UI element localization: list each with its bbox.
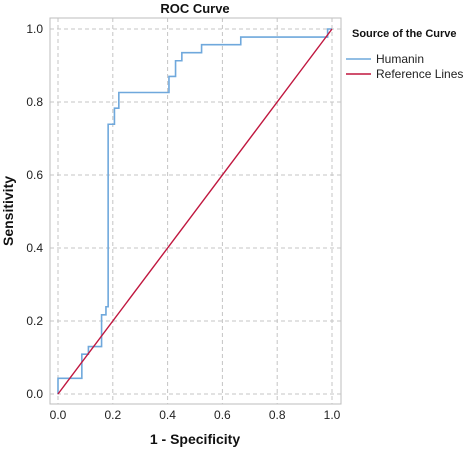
chart-title: ROC Curve [160, 1, 229, 16]
x-tick-label: 0.4 [159, 408, 176, 422]
legend-label-reference-lines: Reference Lines [376, 67, 463, 81]
x-tick-label: 0.8 [269, 408, 286, 422]
y-tick-label: 1.0 [26, 22, 43, 36]
series-line-reference-lines [57, 28, 333, 395]
legend-label-humanin: Humanin [376, 52, 424, 66]
y-tick-label: 0.6 [26, 168, 43, 182]
x-tick-label: 0.2 [104, 408, 121, 422]
tick-labels: 0.0 0.2 0.4 0.6 0.8 1.0 0.0 0.2 0.4 0.6 0.8 1.0 [26, 22, 340, 422]
x-tick-label: 0.6 [214, 408, 231, 422]
y-tick-label: 0.4 [26, 241, 43, 255]
legend-title: Source of the Curve [352, 28, 457, 40]
y-tick-label: 0.2 [26, 314, 43, 328]
y-tick-label: 0.8 [26, 95, 43, 109]
x-axis-title: 1 - Specificity [150, 431, 240, 447]
x-tick-label: 1.0 [324, 408, 341, 422]
series-line-humanin [57, 28, 332, 394]
y-tick-label: 0.0 [26, 387, 43, 401]
y-axis-title: Sensitivity [0, 176, 16, 246]
grid [50, 18, 341, 404]
series-lines [57, 28, 333, 395]
x-tick-label: 0.0 [50, 408, 67, 422]
